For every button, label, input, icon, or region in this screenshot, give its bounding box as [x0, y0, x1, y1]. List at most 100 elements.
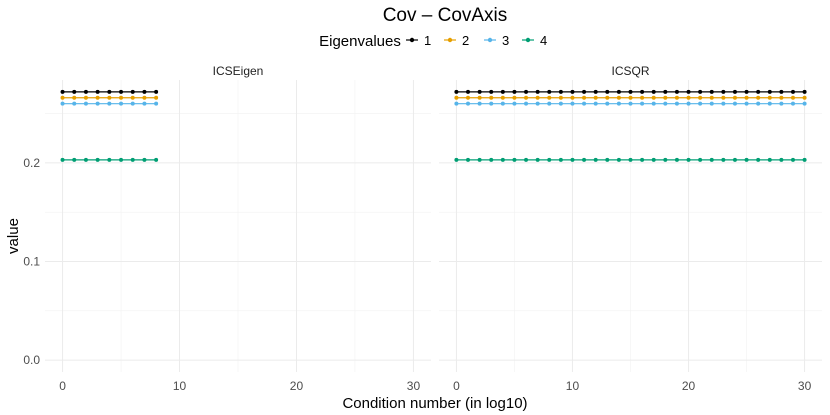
legend-key-point: [447, 37, 453, 43]
facet-panel-ICSQR: ICSQR 0 10 20 30: [439, 64, 822, 393]
data-point: [802, 89, 807, 94]
data-point: [154, 95, 159, 100]
data-point: [500, 101, 505, 106]
x-tick-label: 0: [59, 379, 66, 393]
data-point: [142, 89, 147, 94]
series-4: [60, 157, 159, 162]
legend-key-point: [409, 37, 415, 43]
data-point: [605, 157, 610, 162]
data-point: [767, 157, 772, 162]
data-point: [674, 157, 679, 162]
data-point: [454, 89, 459, 94]
legend-item-3: 3: [484, 33, 509, 48]
legend-label: 1: [424, 33, 431, 48]
data-point: [512, 95, 517, 100]
data-point: [60, 101, 65, 106]
data-point: [698, 95, 703, 100]
data-point: [605, 101, 610, 106]
data-point: [698, 89, 703, 94]
data-point: [535, 101, 540, 106]
data-point: [107, 95, 112, 100]
data-point: [593, 95, 598, 100]
legend-key-point: [487, 37, 493, 43]
y-tick-label: 0.2: [23, 156, 40, 170]
facet-panel-ICSEigen: ICSEigen 0 10 20 30 0.0 0.1 0.2: [23, 64, 431, 393]
data-point: [558, 157, 563, 162]
facet-panels: ICSEigen 0 10 20 30 0.0 0.1 0.2 ICSQR 0 10 20 30: [23, 64, 822, 393]
data-point: [558, 89, 563, 94]
data-point: [454, 95, 459, 100]
data-point: [779, 101, 784, 106]
legend-label: 4: [540, 33, 547, 48]
series-1: [60, 89, 159, 94]
data-point: [466, 95, 471, 100]
data-point: [767, 95, 772, 100]
data-point: [142, 101, 147, 106]
data-point: [83, 95, 88, 100]
data-point: [674, 95, 679, 100]
data-point: [466, 89, 471, 94]
data-point: [698, 157, 703, 162]
data-point: [663, 89, 668, 94]
data-point: [674, 89, 679, 94]
legend-label: 2: [462, 33, 469, 48]
x-tick-label: 10: [566, 379, 580, 393]
data-point: [119, 157, 124, 162]
data-point: [709, 157, 714, 162]
data-point: [524, 89, 529, 94]
data-point: [119, 101, 124, 106]
data-point: [489, 89, 494, 94]
data-point: [500, 157, 505, 162]
data-point: [640, 95, 645, 100]
legend-label: 3: [502, 33, 509, 48]
data-point: [547, 89, 552, 94]
data-point: [582, 89, 587, 94]
data-point: [570, 95, 575, 100]
data-point: [477, 95, 482, 100]
data-point: [512, 101, 517, 106]
legend-key-point: [525, 37, 531, 43]
x-tick-label: 30: [798, 379, 812, 393]
data-point: [802, 101, 807, 106]
facet-strip-label: ICSEigen: [213, 64, 264, 78]
data-point: [686, 89, 691, 94]
data-point: [154, 101, 159, 106]
data-point: [500, 89, 505, 94]
data-point: [535, 95, 540, 100]
data-point: [744, 101, 749, 106]
data-point: [744, 89, 749, 94]
data-point: [651, 101, 656, 106]
data-point: [582, 157, 587, 162]
data-point: [732, 95, 737, 100]
data-point: [651, 95, 656, 100]
data-point: [454, 157, 459, 162]
data-point: [628, 89, 633, 94]
data-point: [721, 157, 726, 162]
data-point: [790, 89, 795, 94]
x-tick-label: 10: [173, 379, 187, 393]
data-point: [60, 157, 65, 162]
data-point: [489, 101, 494, 106]
legend-item-1: 1: [406, 33, 431, 48]
data-point: [616, 101, 621, 106]
data-point: [628, 157, 633, 162]
data-point: [686, 101, 691, 106]
data-point: [130, 157, 135, 162]
data-point: [721, 95, 726, 100]
data-point: [83, 157, 88, 162]
data-point: [698, 101, 703, 106]
data-point: [744, 157, 749, 162]
data-point: [686, 95, 691, 100]
data-point: [107, 157, 112, 162]
data-point: [119, 95, 124, 100]
legend-item-4: 4: [522, 33, 547, 48]
data-point: [709, 95, 714, 100]
data-point: [616, 89, 621, 94]
series-3: [60, 101, 159, 106]
data-point: [686, 157, 691, 162]
data-point: [558, 101, 563, 106]
data-point: [72, 157, 77, 162]
data-point: [547, 101, 552, 106]
